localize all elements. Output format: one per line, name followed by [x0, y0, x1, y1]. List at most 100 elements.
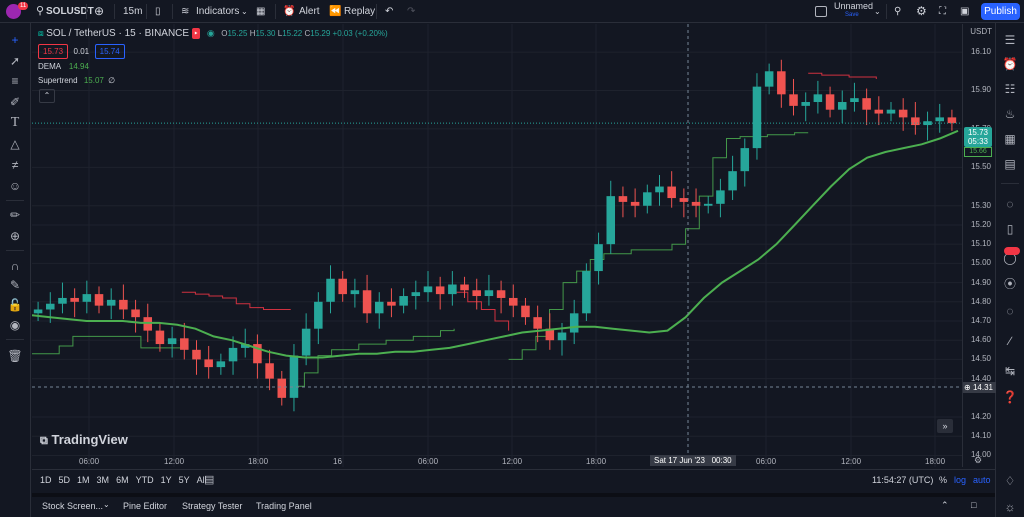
- range-button-1m[interactable]: 1M: [77, 475, 90, 485]
- time-scale-settings-icon[interactable]: ⚙: [974, 455, 983, 465]
- tab-stock-screener[interactable]: Stock Screen...: [42, 501, 104, 511]
- ideas-icon[interactable]: ◌: [1006, 197, 1014, 211]
- buy-price-button[interactable]: 15.74: [94, 44, 125, 59]
- brush-icon[interactable]: ✐: [9, 95, 21, 109]
- chats-icon[interactable]: ▯: [1006, 222, 1014, 236]
- indicator-legend-dema[interactable]: DEMA 14.94: [38, 62, 89, 71]
- utc-clock[interactable]: 11:54:27 (UTC): [872, 475, 934, 485]
- price-tick-label: 15.30: [970, 200, 991, 210]
- layout-checkbox-icon[interactable]: [815, 6, 827, 17]
- range-button-all[interactable]: All: [196, 475, 207, 485]
- indicators-icon[interactable]: ≋: [181, 6, 190, 17]
- currency-label[interactable]: USDT: [970, 27, 992, 36]
- trash-icon[interactable]: 🗑: [7, 349, 23, 363]
- lock-icon[interactable]: 🔓: [7, 298, 23, 312]
- range-button-1d[interactable]: 1D: [40, 475, 52, 485]
- log-toggle[interactable]: log: [954, 475, 967, 485]
- range-button-5y[interactable]: 5Y: [178, 475, 190, 485]
- zoom-in-icon[interactable]: ⊕: [9, 229, 21, 243]
- object-tree-icon[interactable]: ☷: [1004, 82, 1016, 96]
- alert-icon[interactable]: ⏰: [283, 6, 296, 17]
- fib-retracement-icon[interactable]: ≡: [11, 74, 19, 88]
- indicators-button[interactable]: Indicators: [196, 6, 240, 17]
- symbol-search[interactable]: SOLUSDT: [46, 6, 94, 17]
- range-button-6m[interactable]: 6M: [116, 475, 129, 485]
- calendar-icon[interactable]: ▦: [1004, 132, 1016, 146]
- layout-grid-icon[interactable]: ▦: [256, 6, 266, 17]
- layout-save-status: Save: [845, 12, 859, 18]
- ruler-icon[interactable]: ✏: [9, 208, 21, 222]
- crosshair-icon[interactable]: +: [11, 33, 19, 47]
- collapse-legend-chevron-up-icon[interactable]: ⌃: [39, 89, 55, 103]
- percent-toggle[interactable]: %: [939, 475, 948, 485]
- hotlists-fire-icon[interactable]: ♨: [1004, 107, 1016, 121]
- tab-strategy-tester[interactable]: Strategy Tester: [182, 501, 243, 511]
- add-alert-plus-icon[interactable]: ⊕: [964, 383, 971, 392]
- candle-body: [606, 196, 616, 245]
- candles-icon[interactable]: ▯: [155, 6, 161, 17]
- redo-icon[interactable]: ↷: [407, 6, 416, 17]
- layout-name[interactable]: Unnamed: [834, 1, 874, 11]
- settings-gear-icon[interactable]: ⚙: [916, 4, 927, 18]
- range-button-1y[interactable]: 1Y: [160, 475, 172, 485]
- stock-screener-chevron-icon[interactable]: ⌄: [103, 500, 110, 509]
- range-button-3m[interactable]: 3M: [96, 475, 110, 485]
- undo-icon[interactable]: ↶: [385, 6, 394, 17]
- chart-pane[interactable]: ⧉ TradingView »: [32, 24, 962, 467]
- alert-button[interactable]: Alert: [299, 6, 320, 17]
- candle-body: [192, 349, 201, 360]
- quick-search-icon[interactable]: ⚲: [894, 6, 902, 17]
- supertrend-down-line: [808, 72, 877, 79]
- replay-button[interactable]: Replay: [344, 6, 376, 17]
- help-icon[interactable]: ∕: [1008, 334, 1011, 348]
- candle-body: [679, 198, 689, 202]
- forecast-tool-icon[interactable]: ≠: [11, 158, 19, 172]
- candle-body: [777, 71, 786, 95]
- range-button-5d[interactable]: 5D: [58, 475, 71, 485]
- go-to-date-calendar-icon[interactable]: ▤: [204, 474, 215, 486]
- support-icon[interactable]: ☼: [1004, 500, 1016, 514]
- emoji-icon[interactable]: ☺: [8, 179, 22, 193]
- magnet-icon[interactable]: ∩: [10, 259, 20, 273]
- replay-icon[interactable]: ⏪: [329, 6, 342, 17]
- visibility-eye-icon[interactable]: ◉: [9, 318, 21, 332]
- watchlist-icon[interactable]: ☰: [1004, 33, 1016, 47]
- candle-body: [557, 332, 567, 341]
- sell-price-button[interactable]: 15.73: [38, 44, 69, 59]
- alerts-clock-icon[interactable]: ⏰: [1002, 57, 1018, 71]
- templates-chevron-icon[interactable]: ⌄: [241, 7, 248, 16]
- snapshot-camera-icon[interactable]: ▣: [960, 6, 970, 17]
- price-chart[interactable]: [32, 24, 962, 467]
- candle-body: [58, 297, 67, 304]
- auto-toggle[interactable]: auto: [973, 475, 991, 485]
- search-icon[interactable]: ⚲: [36, 5, 45, 17]
- pine-scripts-icon[interactable]: ◌: [1006, 304, 1014, 318]
- scroll-to-realtime-button[interactable]: »: [937, 419, 953, 433]
- publish-button[interactable]: Publish: [981, 3, 1020, 20]
- stay-in-drawing-icon[interactable]: ✎: [9, 278, 21, 292]
- text-tool-icon[interactable]: T: [10, 115, 20, 130]
- trend-line-icon[interactable]: ➚: [9, 54, 21, 68]
- tab-pine-editor[interactable]: Pine Editor: [123, 501, 168, 511]
- candle-body: [204, 359, 213, 368]
- calculator-icon[interactable]: ▤: [1004, 157, 1016, 171]
- pattern-tool-icon[interactable]: △: [10, 137, 20, 151]
- user-avatar[interactable]: [6, 4, 21, 19]
- candle-body: [886, 109, 896, 114]
- layers-icon[interactable]: ♢: [1004, 474, 1016, 488]
- range-button-ytd[interactable]: YTD: [135, 475, 154, 485]
- interval-button[interactable]: 15m: [123, 6, 143, 17]
- streams-icon[interactable]: ⦿: [1003, 277, 1016, 291]
- tab-trading-panel[interactable]: Trading Panel: [256, 501, 312, 511]
- price-scale[interactable]: USDT 16.1015.9015.7015.5015.3015.2015.10…: [962, 24, 996, 467]
- market-ticker-icon[interactable]: ↹: [1004, 364, 1016, 378]
- help-question-icon[interactable]: ❓: [1002, 390, 1018, 404]
- maximize-panel-icon[interactable]: □: [971, 500, 977, 510]
- time-tick-label: 06:00: [756, 457, 777, 466]
- fullscreen-icon[interactable]: ⛶: [939, 6, 946, 17]
- symbol-title[interactable]: SOL / TetherUS · 15 · BINANCE: [46, 28, 190, 39]
- compare-add-icon[interactable]: ⊕: [94, 4, 105, 18]
- collapse-panel-icon[interactable]: ⌃: [941, 500, 949, 510]
- layout-chevron-down-icon[interactable]: ⌄: [874, 7, 881, 16]
- indicator-legend-supertrend[interactable]: Supertrend 15.07 ∅: [38, 76, 116, 85]
